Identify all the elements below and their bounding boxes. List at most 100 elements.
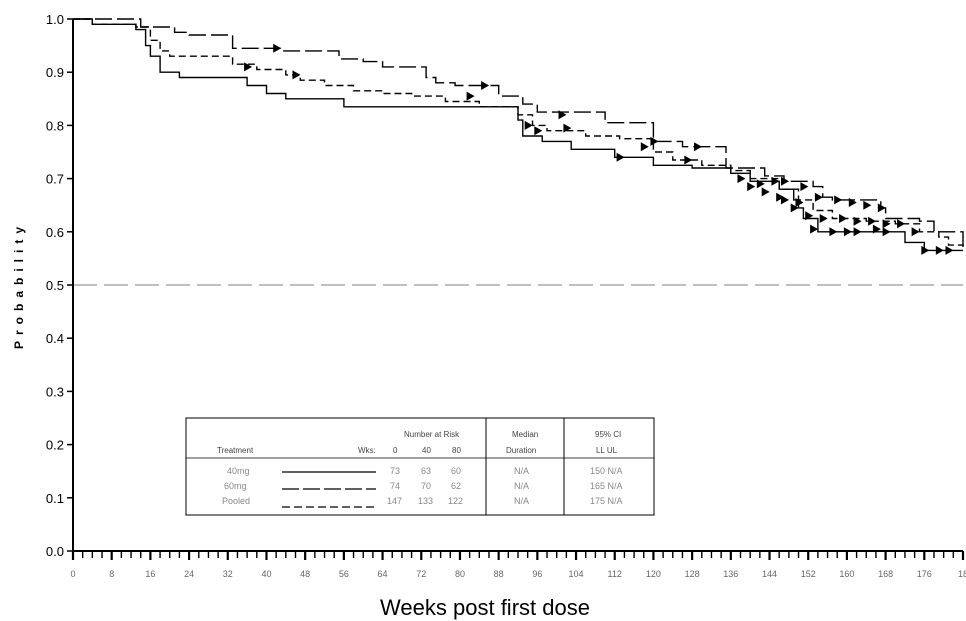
survival-curves [73, 18, 964, 255]
legend-row-ci: 150 N/A [590, 466, 623, 476]
censor-marker [776, 192, 785, 202]
censor-marker [790, 203, 799, 213]
x-tick-label: 96 [532, 569, 542, 579]
legend-header-treatment: Treatment [217, 446, 254, 455]
censor-marker [834, 195, 843, 205]
legend-row-risk-0: 73 [390, 466, 400, 476]
censor-marker [795, 198, 804, 207]
legend-table: Treatment Wks: Number at Risk 0 40 80 Me… [185, 417, 655, 516]
y-tick-label: 0.7 [46, 172, 64, 187]
censor-marker [781, 195, 789, 205]
x-tick-label: 56 [339, 569, 349, 579]
legend-header-ci: 95% CI [595, 430, 621, 439]
censor-marker [466, 91, 475, 101]
x-tick-label: 8 [109, 569, 114, 579]
censor-marker [273, 43, 282, 53]
legend-row-risk-0: 74 [390, 481, 400, 491]
censor-marker [848, 198, 857, 207]
censor-marker [244, 62, 253, 72]
legend-row-risk-80: 62 [451, 481, 461, 491]
legend-header-duration: Duration [506, 446, 536, 455]
censor-marker [640, 142, 649, 152]
legend-row: 40mg 73 63 60 N/A 150 N/A [227, 466, 623, 476]
censor-marker [897, 219, 906, 229]
censor-marker [911, 227, 920, 237]
legend-row-risk-80: 122 [448, 496, 463, 506]
censor-marker [829, 227, 838, 237]
censor-marker [616, 152, 625, 162]
censor-marker [819, 214, 828, 223]
x-tick-label: 152 [801, 569, 816, 579]
legend-row: Pooled 147 133 122 N/A 175 N/A [222, 496, 623, 508]
y-tick-label: 0.1 [46, 491, 64, 506]
censor-marker [839, 214, 848, 223]
legend-header-ci-bounds: LL UL [596, 446, 618, 455]
censor-marker [863, 200, 872, 210]
legend-header-week-0: 0 [393, 446, 398, 455]
y-tick-label: 0.4 [46, 331, 64, 346]
censor-marker [945, 245, 954, 255]
censor-marker [805, 211, 814, 221]
y-tick-label: 1.0 [46, 12, 64, 27]
legend-row-risk-80: 60 [451, 466, 461, 476]
legend-border [185, 417, 655, 516]
censor-marker [747, 182, 756, 192]
x-ticks: 0 8 16 24 32 40 48 56 64 72 80 88 96 104 112 120 128 136 1… [70, 551, 966, 579]
series-line-60mg [73, 18, 964, 248]
legend-row-risk-0: 147 [387, 496, 402, 506]
legend-row: 60mg 74 70 62 N/A 165 N/A [224, 481, 623, 491]
censor-marker [921, 245, 930, 255]
legend-header-wks: Wks: [358, 446, 376, 455]
legend-row-treatment: Pooled [222, 496, 250, 506]
x-tick-label: 136 [723, 569, 738, 579]
legend-header-week-80: 80 [452, 446, 461, 455]
legend-header-median: Median [512, 430, 538, 439]
x-tick-label: 168 [878, 569, 893, 579]
x-tick-label: 160 [839, 569, 854, 579]
x-tick-label: 120 [646, 569, 661, 579]
censor-marker [868, 216, 877, 226]
x-tick-label: 80 [455, 569, 465, 579]
y-ticks: 0.0 0.1 0.2 0.3 0.4 0.5 0.6 0.7 0.8 0.9 1.0 [46, 12, 73, 559]
censor-marker [756, 179, 765, 189]
censor-marker [800, 182, 809, 192]
y-tick-label: 0.0 [46, 544, 64, 559]
x-tick-label: 72 [416, 569, 426, 579]
y-tick-label: 0.9 [46, 65, 64, 80]
censor-marker [684, 155, 693, 165]
legend-header-week-40: 40 [422, 446, 431, 455]
censor-marker [843, 227, 852, 237]
x-tick-label: 144 [762, 569, 777, 579]
x-tick-label: 104 [569, 569, 584, 579]
y-axis-title: Probability [12, 221, 26, 349]
legend-row-median: N/A [514, 496, 529, 506]
censor-marker [563, 123, 572, 133]
censor-marker [872, 224, 881, 234]
censor-marker [882, 219, 891, 229]
series-line-40mg [73, 18, 963, 252]
censor-marker [534, 126, 543, 136]
legend-row-treatment: 60mg [224, 481, 247, 491]
series-line-pooled [73, 18, 964, 251]
x-tick-label: 32 [223, 569, 233, 579]
legend-header-number-at-risk: Number at Risk [404, 430, 460, 439]
x-tick-label: 176 [917, 569, 932, 579]
x-tick-label: 16 [145, 569, 155, 579]
censor-marker [877, 203, 886, 213]
y-tick-label: 0.2 [46, 438, 64, 453]
censor-marker [694, 142, 702, 152]
censor-marker [853, 216, 862, 226]
y-tick-label: 0.5 [46, 278, 64, 293]
legend-row-ci: 165 N/A [590, 481, 623, 491]
legend-row-treatment: 40mg [227, 466, 250, 476]
censor-marker [524, 120, 533, 130]
x-tick-label: 112 [608, 569, 622, 579]
y-tick-label: 0.6 [46, 225, 64, 240]
censor-marker [761, 187, 770, 197]
legend-row-median: N/A [514, 481, 529, 491]
x-axis-title: Weeks post first dose [380, 595, 590, 620]
legend-row-median: N/A [514, 466, 529, 476]
legend-row-risk-40: 133 [418, 496, 433, 506]
x-tick-label: 48 [300, 569, 310, 579]
